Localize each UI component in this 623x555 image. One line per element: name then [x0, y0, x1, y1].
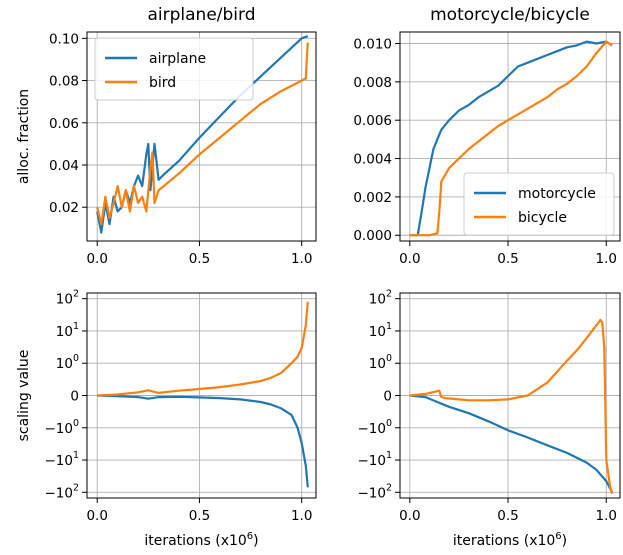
y-tick-label: 100	[56, 353, 79, 372]
y-tick-label: 0.02	[49, 200, 79, 216]
panel-3: 0.0 0.5 1.0 102 101 100 0 −100 −101 −102 iteration…	[357, 289, 621, 549]
chart-title: airplane/bird	[147, 5, 255, 25]
y-tick-label: −102	[357, 482, 392, 501]
legend-box	[94, 37, 254, 101]
x-tick-label: 0.5	[497, 508, 518, 524]
y-tick-label: 0.004	[353, 152, 392, 168]
x-tick-label: 0.5	[189, 251, 210, 267]
series-line-bicycle	[409, 40, 613, 237]
legend: motorcycle bicycle	[463, 172, 615, 236]
x-tick-label: 0.0	[86, 508, 107, 524]
y-tick-label: 0.000	[353, 228, 392, 244]
x-tick-label: 1.0	[596, 251, 617, 267]
panel-2: 0.0 0.5 1.0 102 101 100 0 −100 −101 −102 scaling v…	[16, 289, 317, 549]
y-tick-label: 100	[369, 353, 392, 372]
legend: airplane bird	[94, 37, 254, 101]
series-line-series-1	[409, 318, 614, 495]
axes-frame	[399, 31, 621, 242]
legend-label: motorcycle	[518, 186, 596, 202]
y-tick-label: 0.008	[353, 75, 392, 91]
y-tick-label: −101	[357, 450, 392, 469]
x-tick-label: 0.0	[86, 251, 107, 267]
y-tick-label: 0	[383, 389, 392, 405]
y-tick-label: −102	[44, 482, 79, 501]
panel-0: 0.0 0.5 1.0 0.02 0.04 0.06 0.08 0.10 airplane/bi…	[16, 5, 317, 267]
y-tick-label: 102	[369, 289, 392, 308]
y-tick-label: 0.010	[353, 37, 392, 53]
y-axis-label: scaling value	[16, 350, 32, 442]
y-tick-label: 0.006	[353, 113, 392, 129]
x-tick-label: 1.0	[291, 251, 312, 267]
y-axis-label: alloc. fraction	[16, 89, 32, 184]
y-tick-label: 0.10	[49, 31, 79, 47]
legend-label: bicycle	[518, 210, 567, 226]
series-line-bird	[96, 42, 309, 226]
legend-label: airplane	[149, 51, 206, 67]
legend-box	[463, 172, 615, 236]
series-line-series-0	[409, 394, 614, 493]
panel-1: 0.0 0.5 1.0 0.000 0.002 0.004 0.006 0.008 0.010 m…	[353, 5, 621, 267]
y-tick-label: 0.002	[353, 190, 392, 206]
y-tick-label: −101	[44, 450, 79, 469]
y-tick-label: −100	[44, 418, 79, 437]
y-tick-label: 0.06	[49, 116, 79, 132]
x-tick-label: 1.0	[291, 508, 312, 524]
chart-title: motorcycle/bicycle	[430, 5, 590, 25]
x-axis-label: iterations (x106)	[453, 531, 567, 549]
y-tick-label: 0.08	[49, 74, 79, 90]
y-tick-label: 102	[56, 289, 79, 308]
x-tick-label: 1.0	[596, 508, 617, 524]
x-tick-label: 0.5	[189, 508, 210, 524]
x-tick-label: 0.0	[399, 508, 420, 524]
y-tick-label: 101	[369, 321, 392, 340]
y-tick-label: 101	[56, 321, 79, 340]
y-tick-label: −100	[357, 418, 392, 437]
x-tick-label: 0.0	[399, 251, 420, 267]
y-tick-label: 0.04	[49, 158, 79, 174]
series-line-series-1	[97, 301, 309, 397]
legend-label: bird	[149, 75, 176, 91]
axes-frame	[86, 31, 317, 242]
x-tick-label: 0.5	[497, 251, 518, 267]
series-line-series-0	[97, 394, 309, 488]
series-line-motorcycle	[409, 40, 613, 237]
y-tick-label: 0	[70, 389, 79, 405]
x-axis-label: iterations (x106)	[144, 531, 258, 549]
